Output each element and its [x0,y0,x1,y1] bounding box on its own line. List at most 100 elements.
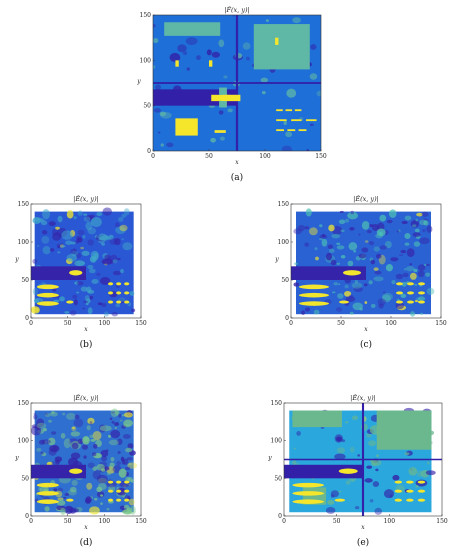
y-tick-label: 0 [147,148,151,155]
dash-mark [285,109,293,112]
y-tick-label: 50 [281,277,289,284]
bright-blob [116,282,122,286]
y-tick-label: 50 [21,277,29,284]
chart-d: 0 50 100 150 0 50 100 150 |Ê(x, y)| x y (d) [14,393,147,548]
region [376,410,432,450]
dash-mark [294,109,302,112]
x-tick-label: 50 [64,320,72,327]
region [275,37,279,45]
bright-blob [292,499,325,504]
y-tick-label: 0 [25,315,29,322]
bright-blob [108,498,114,502]
x-tick-label: 100 [99,320,111,327]
panel-caption: (d) [80,537,93,548]
bright-blob [36,301,59,306]
y-axis-label: y [14,455,19,462]
x-tick-label: 0 [29,320,33,327]
y-tick-label: 150 [271,400,283,407]
y-tick-label: 150 [18,400,30,407]
region [292,410,342,428]
region [175,118,198,136]
bright-blob [124,498,130,502]
x-tick-label: 100 [384,518,396,525]
x-tick-label: 0 [289,320,293,327]
bright-blob [396,300,403,304]
bright-blob [124,300,130,304]
y-tick-label: 100 [278,239,290,246]
bright-blob [116,480,122,484]
y-tick-label: 50 [274,475,282,482]
bright-blob [36,292,59,298]
axes-frame [30,203,142,319]
chart-title: |Ê(x, y)| [73,393,99,402]
x-tick-label: 100 [259,153,271,160]
bright-blob [292,482,325,488]
bright-blob [417,480,426,484]
region [209,60,213,67]
bright-blob [418,282,425,286]
axes-frame [290,203,442,319]
dash-mark [306,119,317,122]
x-tick-label: 150 [435,320,447,327]
bright-blob [407,282,414,286]
dash-mark [276,119,287,122]
bright-blob [36,482,59,488]
region [253,24,310,70]
y-tick-label: 50 [143,103,151,110]
x-tick-label: 50 [337,320,345,327]
bright-blob [418,300,425,304]
heatmap-image [31,408,138,515]
chart-title: |Ê(x, y)| [353,194,379,203]
bright-blob [417,489,426,493]
y-axis-label: y [14,256,19,263]
panel-caption: (c) [360,339,372,350]
heatmap-image [31,207,136,317]
bright-blob [406,489,414,493]
bright-blob [418,291,425,295]
y-tick-label: 100 [18,438,30,445]
x-tick-label: 150 [315,153,327,160]
x-tick-label: 0 [151,153,155,160]
region [164,22,221,36]
y-tick-label: 0 [285,315,289,322]
panel-caption: (b) [80,339,93,350]
bright-blob [36,284,59,290]
dash-mark [276,129,285,132]
bright-blob [396,282,403,286]
bright-blob [407,300,414,304]
bright-blob [124,282,130,286]
bright-blob [299,292,329,298]
heatmap-image [153,15,321,151]
bright-blob [124,291,130,295]
bright-blob [66,498,74,502]
bright-blob [338,468,358,474]
chart-b: 0 50 100 150 0 50 100 150 |Ê(x, y)| x y (b) [14,194,147,350]
dash-mark [276,109,283,112]
bright-blob [339,300,349,304]
bright-blob [299,284,329,290]
y-tick-label: 0 [25,513,29,520]
bright-blob [417,498,426,502]
region [153,89,237,106]
x-tick-label: 50 [64,518,72,525]
x-axis-label: x [364,326,368,333]
region [284,464,363,479]
bright-blob [394,498,402,502]
bright-blob [66,300,74,304]
heatmap-image [284,403,442,516]
bright-blob [69,468,83,474]
region [175,60,179,67]
bright-blob [406,498,414,502]
bright-blob [108,489,114,493]
bright-blob [407,291,414,295]
region [291,266,366,280]
region [153,82,321,84]
chart-c: 0 50 100 150 0 50 100 150 |Ê(x, y)| x y (c) [274,194,447,350]
bright-blob [116,300,122,304]
y-tick-label: 0 [278,513,282,520]
bright-blob [343,270,361,276]
bright-blob [116,291,122,295]
x-tick-label: 150 [436,518,448,525]
bright-blob [108,291,114,295]
